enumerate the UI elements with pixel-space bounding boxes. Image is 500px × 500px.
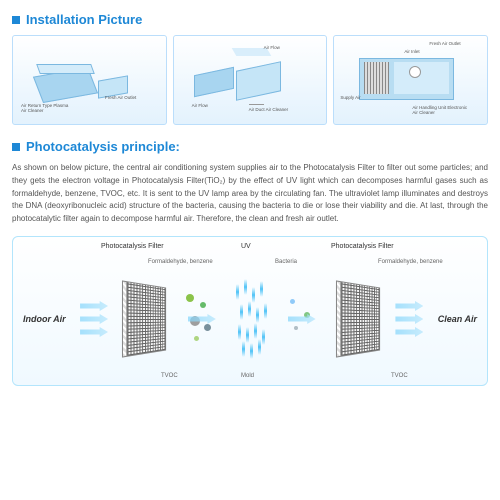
stage-label: Photocatalysis Filter — [331, 243, 394, 250]
process-diagram: Photocatalysis Filter UV Photocatalysis … — [12, 236, 488, 386]
filter-panel-1 — [122, 280, 163, 357]
sub-label: Bacteria — [275, 259, 297, 265]
section-header-installation: Installation Picture — [12, 12, 488, 27]
particle-zone-2 — [284, 284, 322, 354]
sub-label: Mold — [241, 373, 254, 379]
stage-label: Photocatalysis Filter — [101, 243, 164, 250]
install-diagram-2: Air Flow Air Flow Air Duct Air Cleaner — [173, 35, 328, 125]
arrow-group — [80, 301, 108, 337]
arrow-group — [395, 301, 423, 337]
diagram-label: Air Duct Air Cleaner — [249, 108, 289, 113]
section-title: Installation Picture — [26, 12, 142, 27]
diagram-label: Air Flow — [264, 46, 280, 51]
uv-lamp-column — [234, 279, 269, 359]
diagram-label: Air Cleaner — [21, 109, 44, 114]
filter-panel-2 — [336, 280, 377, 357]
sub-label: TVOC — [161, 373, 178, 379]
indoor-air-label: Indoor Air — [23, 314, 66, 324]
diagram-label: Air Flow — [192, 104, 208, 109]
sub-label: TVOC — [391, 373, 408, 379]
particle-zone-1 — [182, 284, 220, 354]
section-header-principle: Photocatalysis principle: — [12, 139, 488, 154]
diagram-label: Air Cleaner — [412, 111, 435, 116]
sub-label: Formaldehyde, benzene — [148, 259, 213, 265]
diagram-label: Supply Air — [340, 96, 360, 101]
bullet-square — [12, 16, 20, 24]
bullet-square — [12, 143, 20, 151]
installation-diagrams-row: Air Return Type Plasma Air Cleaner Fresh… — [12, 35, 488, 125]
install-diagram-1: Air Return Type Plasma Air Cleaner Fresh… — [12, 35, 167, 125]
sub-label: Formaldehyde, benzene — [378, 259, 443, 265]
principle-description: As shown on below picture, the central a… — [12, 162, 488, 226]
diagram-label: Fresh Air Outlet — [429, 42, 460, 47]
clean-air-label: Clean Air — [438, 314, 477, 324]
diagram-label: Air Inlet — [404, 50, 419, 55]
diagram-label: Fresh Air Outlet — [105, 96, 136, 101]
stage-label: UV — [241, 243, 251, 250]
install-diagram-3: Fresh Air Outlet Air Inlet Supply Air Ai… — [333, 35, 488, 125]
section-title: Photocatalysis principle: — [26, 139, 180, 154]
